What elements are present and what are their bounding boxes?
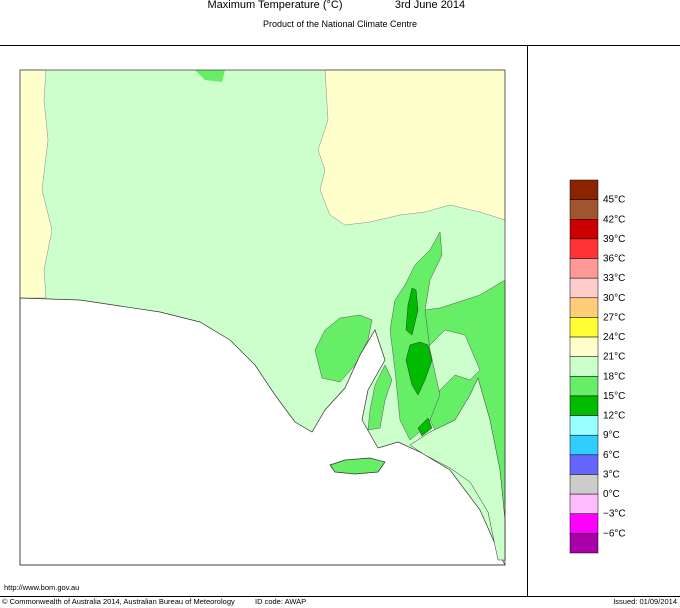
legend-label: 24°C — [603, 332, 625, 343]
legend-label: −6°C — [603, 528, 626, 539]
legend-label: 33°C — [603, 273, 625, 284]
footer-url: http://www.bom.gov.au — [4, 583, 79, 592]
footer-id-code: ID code: AWAP — [255, 597, 306, 606]
cool-region-eyre — [314, 314, 373, 383]
cold-patch-1 — [405, 287, 419, 336]
legend-swatch — [569, 434, 599, 456]
legend-label: 30°C — [603, 293, 625, 304]
legend: 45°C 42°C 39°C 36°C 33°C 30°C 27°C 24°C 21°C 18°C… — [569, 179, 626, 554]
legend-label: 3°C — [603, 469, 620, 480]
legend-swatch — [569, 356, 599, 377]
legend-swatch — [569, 493, 599, 514]
legend-swatch — [569, 376, 599, 397]
legend-swatch — [569, 199, 599, 220]
footer-issued: Issued: 01/09/2014 — [613, 597, 677, 606]
legend-swatch — [569, 533, 599, 554]
legend-label: 12°C — [603, 411, 625, 422]
legend-swatch — [569, 415, 599, 436]
legend-label: 9°C — [603, 430, 620, 441]
legend-swatch — [569, 179, 599, 200]
legend-swatch — [569, 238, 599, 259]
legend-swatch — [569, 317, 599, 338]
cold-patch-2 — [405, 341, 433, 396]
legend-swatch — [569, 474, 599, 495]
legend-label: 18°C — [603, 371, 625, 382]
legend-swatch — [569, 297, 599, 318]
legend-label: 0°C — [603, 489, 620, 500]
cold-patch-3 — [417, 417, 433, 437]
legend-label: 6°C — [603, 450, 620, 461]
legend-swatch — [569, 395, 599, 416]
ocean — [19, 297, 506, 566]
map-border — [19, 69, 506, 566]
legend-swatch — [569, 277, 599, 299]
kangaroo-island — [329, 457, 386, 475]
legend-swatch — [569, 336, 599, 357]
title: Maximum Temperature (°C) — [207, 0, 342, 11]
legend-label: 42°C — [603, 214, 625, 225]
cool-region-ranges — [389, 231, 443, 441]
legend-label: 15°C — [603, 391, 625, 402]
footer-copyright: © Commonwealth of Australia 2014, Austra… — [2, 597, 235, 606]
legend-label: 45°C — [603, 195, 625, 206]
legend-swatch — [569, 454, 599, 475]
legend-label: 36°C — [603, 254, 625, 265]
legend-label: −3°C — [603, 509, 626, 520]
legend-swatch — [569, 258, 599, 279]
cool-region-yorke — [367, 364, 393, 431]
subtitle: Product of the National Climate Centre — [263, 19, 417, 29]
legend-label: 39°C — [603, 234, 625, 245]
legend-label: 21°C — [603, 352, 625, 363]
legend-label: 27°C — [603, 312, 625, 323]
legend-swatch — [569, 513, 599, 534]
date: 3rd June 2014 — [395, 0, 465, 11]
cool-patch-north — [195, 70, 225, 82]
legend-swatch — [569, 219, 599, 240]
warm-region-west — [19, 69, 53, 299]
warm-region-north — [317, 69, 506, 226]
map — [19, 69, 506, 566]
